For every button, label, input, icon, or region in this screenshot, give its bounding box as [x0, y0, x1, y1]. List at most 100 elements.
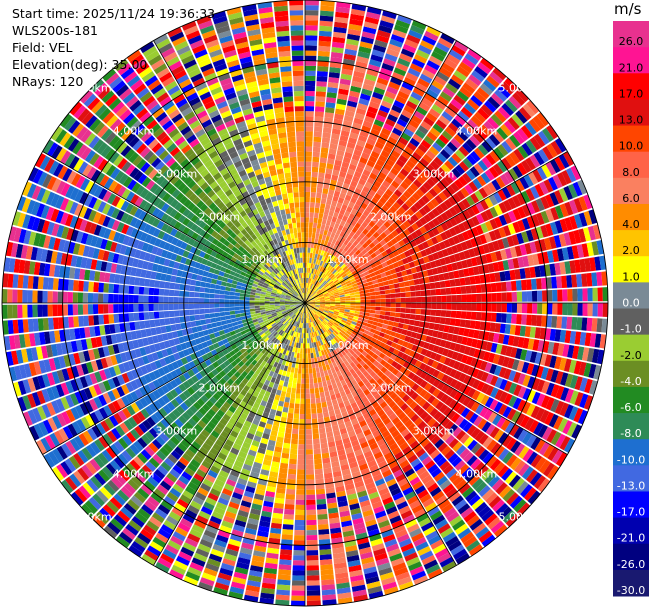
velocity-gate: [461, 294, 467, 302]
velocity-gate: [256, 452, 265, 460]
velocity-gate: [251, 560, 264, 568]
velocity-gate: [305, 434, 313, 440]
velocity-gate: [392, 348, 400, 356]
velocity-gate: [258, 421, 266, 428]
velocity-gate: [476, 87, 490, 100]
velocity-gate: [332, 123, 342, 130]
velocity-gate: [287, 478, 296, 485]
velocity-gate: [489, 71, 503, 85]
velocity-gate: [536, 278, 542, 290]
velocity-gate: [532, 169, 543, 183]
velocity-gate: [497, 261, 505, 271]
velocity-gate: [349, 368, 356, 375]
velocity-gate: [373, 180, 382, 189]
velocity-gate: [337, 213, 344, 220]
velocity-gate: [532, 253, 540, 266]
velocity-gate: [427, 395, 436, 404]
velocity-gate: [320, 315, 325, 320]
velocity-gate: [368, 133, 378, 142]
velocity-gate: [404, 250, 411, 258]
velocity-gate: [336, 587, 351, 595]
velocity-gate: [309, 303, 315, 305]
velocity-gate: [432, 142, 443, 153]
velocity-gate: [401, 329, 408, 336]
velocity-gate: [398, 390, 407, 399]
velocity-gate: [215, 501, 228, 511]
velocity-gate: [344, 48, 357, 56]
velocity-gate: [440, 212, 449, 222]
velocity-gate: [381, 276, 388, 282]
velocity-gate: [361, 424, 370, 432]
velocity-gate: [322, 594, 337, 601]
velocity-gate: [463, 268, 470, 277]
velocity-gate: [269, 532, 281, 539]
velocity-gate: [554, 138, 567, 153]
velocity-gate: [455, 444, 467, 456]
velocity-gate: [409, 440, 420, 450]
velocity-gate: [332, 383, 338, 390]
velocity-gate: [529, 266, 536, 278]
velocity-gate: [444, 256, 452, 265]
velocity-gate: [462, 157, 473, 169]
velocity-gate: [405, 297, 411, 303]
velocity-gate: [271, 388, 277, 395]
velocity-gate: [442, 464, 454, 475]
velocity-gate: [341, 520, 353, 528]
velocity-gate: [425, 530, 439, 541]
velocity-gate: [352, 233, 359, 240]
velocity-gate: [561, 316, 568, 329]
velocity-gate: [359, 93, 371, 101]
velocity-gate: [344, 420, 353, 428]
velocity-gate: [485, 209, 494, 220]
velocity-gate: [355, 249, 361, 256]
velocity-gate: [480, 211, 489, 222]
velocity-gate: [313, 315, 317, 320]
velocity-gate: [498, 448, 510, 461]
velocity-gate: [264, 390, 271, 398]
velocity-gate: [429, 351, 437, 360]
velocity-gate: [380, 272, 387, 278]
velocity-gate: [330, 51, 343, 59]
velocity-gate: [337, 495, 347, 503]
velocity-gate: [390, 342, 398, 349]
velocity-gate: [508, 168, 519, 181]
velocity-gate: [449, 318, 456, 326]
velocity-gate: [401, 353, 409, 361]
velocity-gate: [420, 249, 428, 257]
velocity-gate: [316, 311, 322, 316]
velocity-gate: [458, 418, 469, 430]
velocity-gate: [491, 179, 502, 191]
velocity-gate: [394, 189, 403, 198]
velocity-gate: [346, 38, 359, 46]
velocity-gate: [498, 227, 507, 238]
velocity-gate: [319, 366, 324, 373]
velocity-gate: [512, 221, 521, 233]
velocity-gate: [572, 288, 578, 302]
velocity-gate: [492, 414, 502, 426]
velocity-gate: [464, 184, 474, 195]
velocity-gate: [373, 317, 380, 323]
velocity-gate: [514, 325, 521, 336]
velocity-gate: [320, 152, 328, 159]
velocity-gate: [306, 464, 314, 470]
velocity-gate: [378, 282, 384, 287]
velocity-gate: [359, 327, 365, 333]
velocity-gate: [537, 290, 543, 302]
velocity-gate: [296, 316, 300, 322]
velocity-gate: [331, 399, 338, 406]
velocity-gate: [503, 380, 513, 393]
velocity-gate: [309, 378, 314, 384]
velocity-gate: [284, 339, 289, 345]
velocity-gate: [305, 70, 316, 76]
velocity-gate: [521, 142, 533, 156]
velocity-gate: [354, 449, 363, 457]
velocity-gate: [405, 160, 416, 169]
velocity-gate: [309, 207, 315, 213]
velocity-gate: [327, 158, 335, 165]
velocity-gate: [322, 127, 332, 134]
velocity-gate: [322, 599, 337, 606]
velocity-gate: [339, 231, 345, 238]
velocity-gate: [319, 20, 333, 27]
velocity-gate: [349, 132, 359, 140]
velocity-gate: [352, 240, 359, 247]
